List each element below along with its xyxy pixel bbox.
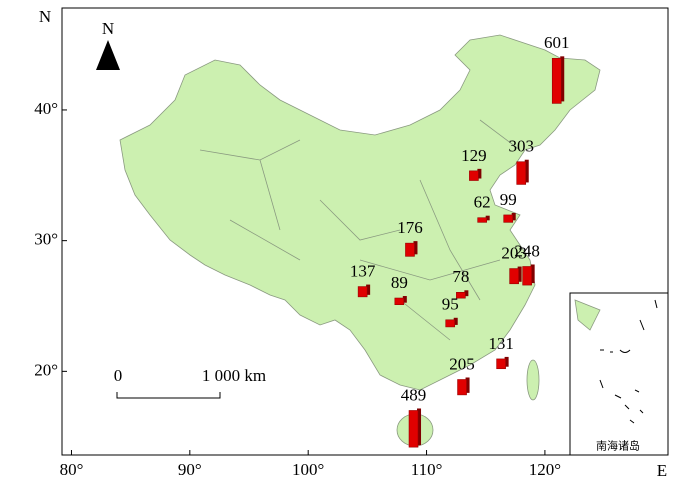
bar — [516, 161, 527, 185]
bar-label: 89 — [391, 273, 408, 292]
bar-label: 131 — [488, 334, 514, 353]
scale-end: 1 000 km — [202, 366, 266, 385]
north-arrow — [96, 40, 120, 70]
bar — [509, 268, 519, 285]
bar — [456, 292, 466, 299]
bar-label: 137 — [350, 261, 376, 280]
bar — [477, 217, 487, 223]
bar — [357, 286, 368, 298]
bar-label: 99 — [500, 190, 517, 209]
bar-shade — [517, 266, 522, 282]
x-tick-label: 80° — [60, 460, 84, 479]
bar-label: 62 — [474, 193, 491, 212]
bar-label: 303 — [508, 137, 534, 156]
bar — [405, 242, 415, 257]
bar-label: 489 — [401, 385, 427, 404]
bar-shade — [560, 56, 565, 102]
country-outline — [119, 34, 601, 391]
bar-label: 203 — [501, 243, 527, 262]
bar-label: 601 — [544, 33, 570, 52]
bar-shade — [413, 241, 418, 255]
bar-label: 129 — [461, 146, 487, 165]
bar-label: 95 — [442, 295, 459, 314]
bar-label: 78 — [452, 267, 469, 286]
bar-shade — [464, 290, 469, 297]
x-tick-label: 90° — [178, 460, 202, 479]
north-label: N — [102, 19, 114, 38]
bar — [522, 266, 532, 286]
x-tick-label: 110° — [411, 460, 443, 479]
bar-shade — [524, 159, 529, 183]
bar-shade — [511, 212, 516, 221]
bar — [551, 58, 562, 104]
bar-shade — [366, 284, 371, 295]
bar — [496, 358, 506, 370]
taiwan — [526, 359, 540, 401]
y-tick-label: 20° — [34, 360, 58, 379]
x-tick-label: 100° — [292, 460, 324, 479]
bar-shade — [465, 377, 470, 393]
province-borders — [199, 119, 521, 341]
y-tick-label: 30° — [34, 230, 58, 249]
bar — [457, 379, 467, 396]
inset-label: 南海诸岛 — [596, 439, 640, 453]
bar — [503, 214, 514, 223]
inset-coast — [574, 299, 601, 331]
bar-shade — [485, 215, 490, 221]
y-tick-label: 40° — [34, 99, 58, 118]
scale-bar — [116, 392, 221, 399]
x-tick-label: 120° — [529, 460, 561, 479]
bar — [394, 297, 405, 305]
x-axis-label: E — [657, 461, 667, 480]
bar-shade — [453, 317, 458, 325]
bar — [408, 410, 419, 448]
bar-shade — [402, 296, 407, 303]
bar-label: 248 — [514, 241, 540, 260]
bar-shade — [477, 168, 482, 179]
bar-shade — [504, 356, 509, 367]
scale-start: 0 — [114, 366, 123, 385]
bar — [469, 170, 479, 181]
bar-shade — [530, 264, 535, 284]
y-axis-label: N — [39, 7, 51, 26]
bar-label: 205 — [449, 354, 475, 373]
bar-shade — [417, 408, 422, 446]
inset-islands — [599, 299, 658, 424]
bar — [445, 319, 456, 328]
bar-label: 176 — [397, 218, 423, 237]
